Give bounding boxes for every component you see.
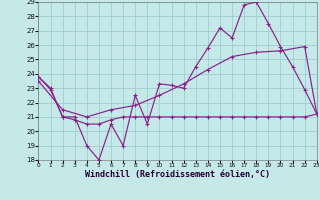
X-axis label: Windchill (Refroidissement éolien,°C): Windchill (Refroidissement éolien,°C) <box>85 170 270 179</box>
